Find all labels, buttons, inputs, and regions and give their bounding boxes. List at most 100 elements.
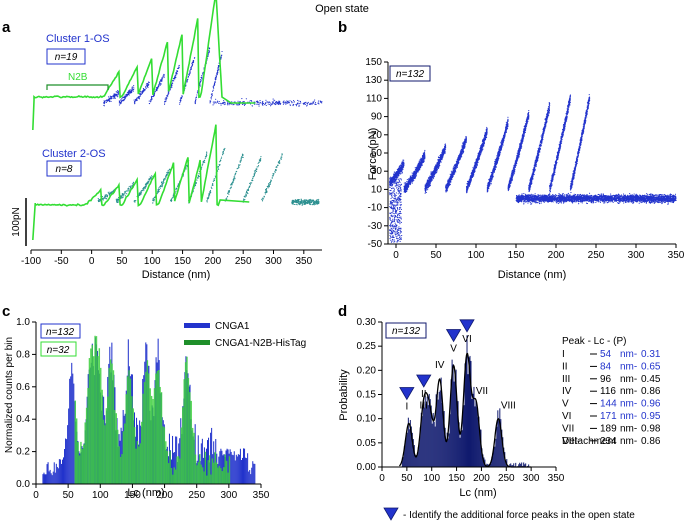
panel-d-fit-curve xyxy=(398,352,532,468)
bar-n2b xyxy=(112,370,115,484)
bar-probability xyxy=(477,417,479,467)
panel-d-ylabel: Probability xyxy=(338,369,350,421)
bar-probability xyxy=(486,463,488,467)
bar-probability xyxy=(497,410,499,467)
bar-cnga1 xyxy=(49,469,51,484)
scatter-points xyxy=(389,94,677,243)
bar-n2b xyxy=(155,373,157,484)
bar-n2b xyxy=(227,472,229,484)
bar-probability xyxy=(410,426,412,467)
peak-label: VII xyxy=(476,386,488,397)
bar-cnga1 xyxy=(59,459,61,484)
panel-d-bars xyxy=(401,335,530,467)
bar-n2b xyxy=(189,392,191,484)
bar-probability xyxy=(479,429,481,467)
peak-label: V xyxy=(450,344,457,355)
bar-cnga1 xyxy=(239,448,241,484)
panel-d-n-text: n=132 xyxy=(392,326,421,337)
bar-n2b xyxy=(152,399,154,484)
bar-cnga1 xyxy=(194,424,196,484)
triangle-marker-icon xyxy=(459,319,475,333)
bar-n2b xyxy=(158,370,160,484)
bar-n2b xyxy=(220,468,222,484)
bar-probability xyxy=(427,405,429,467)
legend-n2b: CNGA1-N2B-HisTag xyxy=(215,338,306,349)
bar-probability xyxy=(467,374,469,467)
bar-probability xyxy=(438,391,440,467)
panel-c-bars xyxy=(42,335,256,484)
bar-n2b xyxy=(210,474,212,484)
tick-label: 350 xyxy=(668,250,685,261)
bar-probability xyxy=(444,427,446,467)
bar-n2b xyxy=(153,388,156,484)
bar-n2b xyxy=(221,471,224,484)
bar-n2b xyxy=(145,371,147,484)
panel-d-xlabel: Lc (nm) xyxy=(459,487,496,499)
tick-label: -30 xyxy=(368,221,383,232)
bar-n2b xyxy=(156,370,159,484)
bar-n2b xyxy=(105,408,108,484)
bar-cnga1 xyxy=(72,373,74,484)
bar-probability xyxy=(469,355,471,467)
panel-b-label: b xyxy=(338,19,347,36)
bar-n2b xyxy=(182,407,184,484)
tick-label: 0.2 xyxy=(16,447,30,458)
bar-probability xyxy=(411,432,413,467)
table-p: 0.86 xyxy=(641,386,661,397)
table-p: 0.45 xyxy=(641,374,661,385)
table-lc: 84 xyxy=(600,361,612,372)
bar-n2b xyxy=(224,454,226,484)
table-peak: VI xyxy=(562,411,571,422)
table-peak: II xyxy=(562,361,568,372)
tick-label: 150 xyxy=(174,256,191,267)
tick-label: 300 xyxy=(221,490,238,501)
bar-cnga1 xyxy=(222,455,224,484)
tick-label: 0.6 xyxy=(16,382,30,393)
table-p: 0.31 xyxy=(641,349,661,360)
bar-cnga1 xyxy=(231,454,233,484)
bar-n2b xyxy=(197,462,200,484)
bar-n2b xyxy=(160,392,163,484)
bar-probability xyxy=(425,403,427,467)
tick-label: 300 xyxy=(523,473,540,484)
panel-c: 0 50 100 150 200 250 300 3500.00.20.40.60.81.0 … xyxy=(4,317,306,501)
panel-a: Cluster 1-OS n=19 N2B Cluster 2-OS n=8 1… xyxy=(11,0,323,281)
bar-n2b xyxy=(80,441,82,484)
bar-probability xyxy=(512,465,514,467)
bar-cnga1 xyxy=(253,463,255,484)
bar-n2b xyxy=(138,446,140,484)
bar-probability xyxy=(468,357,470,467)
bar-n2b xyxy=(193,432,195,484)
tick-label: 150 xyxy=(365,57,382,68)
bar-cnga1 xyxy=(65,438,67,484)
bar-n2b xyxy=(87,387,89,484)
bar-probability xyxy=(418,442,420,467)
bar-n2b xyxy=(213,462,215,484)
bar-probability xyxy=(472,393,474,467)
bar-n2b xyxy=(162,426,164,484)
bar-cnga1 xyxy=(249,470,251,484)
bar-probability xyxy=(414,454,416,467)
bar-probability xyxy=(451,359,453,467)
bar-n2b xyxy=(118,446,120,484)
bar-cnga1 xyxy=(197,435,199,484)
bar-probability xyxy=(501,429,503,467)
tick-label: 0.15 xyxy=(357,390,377,401)
triangle-marker-icon xyxy=(445,329,462,343)
bar-probability xyxy=(493,447,495,467)
bar-probability xyxy=(452,364,454,467)
n1-box xyxy=(46,48,86,65)
bar-probability xyxy=(405,435,407,467)
bar-cnga1 xyxy=(200,443,202,484)
bar-probability xyxy=(422,402,424,467)
bar-cnga1 xyxy=(61,459,63,484)
bar-n2b xyxy=(218,465,221,484)
bar-probability xyxy=(466,335,468,467)
n2-text: n=8 xyxy=(56,164,73,175)
bar-cnga1 xyxy=(71,362,73,484)
table-p: 0.96 xyxy=(641,399,661,410)
bar-probability xyxy=(455,369,457,467)
bar-cnga1 xyxy=(232,455,234,484)
table-unit: nm- xyxy=(620,349,637,360)
bar-probability xyxy=(424,396,426,467)
